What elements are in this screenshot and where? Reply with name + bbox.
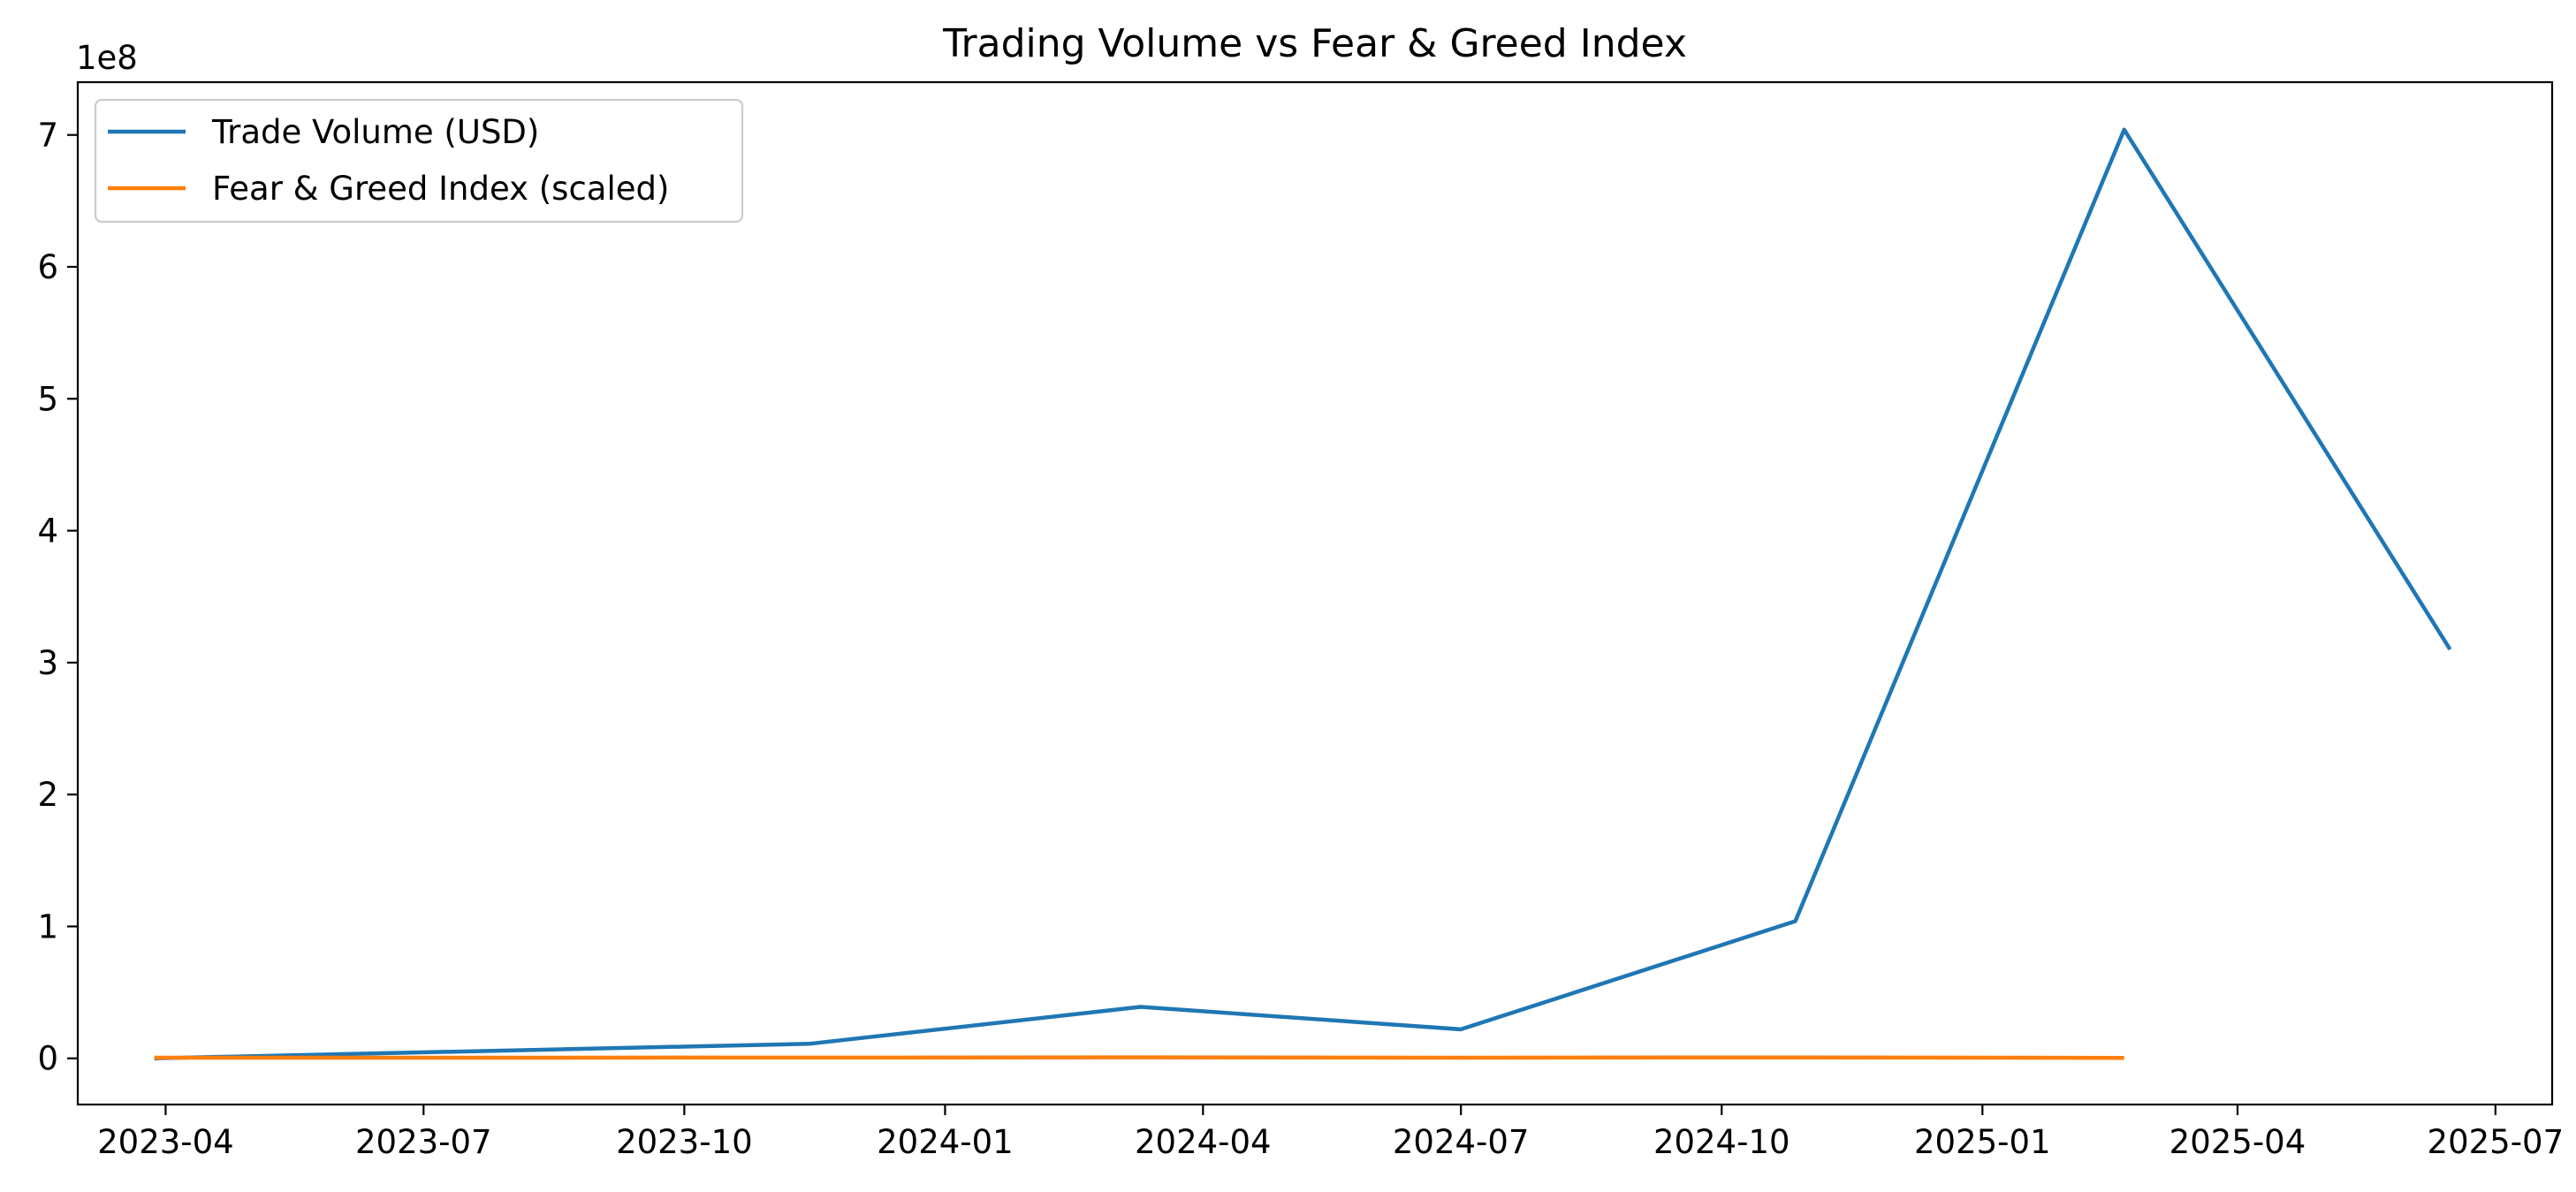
x-tick-label: 2025-07 [2428,1123,2565,1161]
x-tick-label: 2023-10 [616,1123,753,1161]
x-tick-label: 2024-01 [877,1123,1014,1161]
legend-label-2: Fear & Greed Index (scaled) [212,170,669,208]
y-tick-label: 4 [37,512,58,550]
y-tick-label: 6 [37,248,58,286]
legend-label-1: Trade Volume (USD) [211,113,539,151]
chart-title: Trading Volume vs Fear & Greed Index [942,21,1687,66]
x-tick-label: 2025-04 [2169,1123,2306,1161]
y-tick-label: 5 [37,380,58,418]
axes-layer: 0 1 2 3 4 5 6 7 2023-04 2023-07 2023-10 2024-01 2024… [37,80,2565,1161]
x-tick-label: 2024-10 [1653,1123,1790,1161]
plot-frame [76,80,2554,1106]
x-tick-label: 2024-04 [1135,1123,1272,1161]
x-tick-label: 2023-04 [97,1123,234,1161]
y-tick-label: 3 [37,644,58,682]
x-tick-label: 2024-07 [1393,1123,1530,1161]
series-line-2 [154,1055,2124,1060]
x-tick-label: 2023-07 [355,1123,492,1161]
y-axis-offset-label: 1e8 [76,39,138,77]
y-tick-label: 7 [37,117,58,155]
legend: Trade Volume (USD) Fear & Greed Index (sc… [94,98,744,224]
series-line-1 [154,127,2452,1060]
y-tick-label: 2 [37,776,58,814]
legend-box [94,98,744,224]
y-tick-label: 0 [37,1040,58,1078]
series-layer [154,127,2452,1060]
x-tick-label: 2025-01 [1914,1123,2051,1161]
y-tick-label: 1 [37,907,58,945]
